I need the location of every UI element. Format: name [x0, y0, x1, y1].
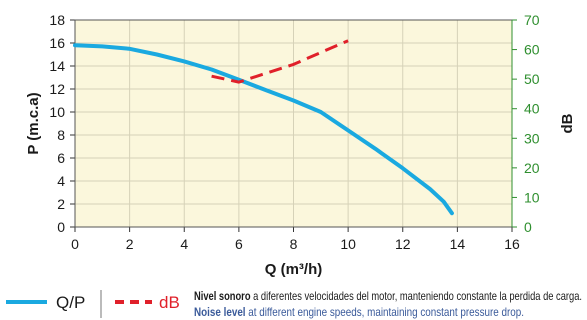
caption-rest-spanish: a diferentes velocidades del motor, mant…: [251, 289, 582, 303]
y2-tick-label: 50: [524, 71, 540, 87]
y2-tick-label: 30: [524, 130, 540, 146]
tick-labels: 0 2 4 6 8 10 12 14 16024681012141618010203040506…: [49, 12, 539, 252]
series-line-qp: [73, 43, 454, 216]
x-tick-label: 14: [450, 236, 466, 252]
y2-tick-label: 40: [524, 101, 540, 117]
y2-axis-title: dB: [559, 113, 576, 133]
axes: [70, 19, 517, 232]
caption-bold-english: Noise level: [194, 305, 246, 319]
caption-rest-english: at different engine speeds, maintaining …: [246, 305, 524, 319]
y2-tick-label: 20: [524, 160, 540, 176]
y2-tick-label: 0: [524, 219, 532, 235]
x-tick-label: 4: [180, 236, 188, 252]
series-line-db: [211, 39, 349, 84]
x-tick-label: 12: [395, 236, 411, 252]
y-tick-label: 6: [57, 150, 65, 166]
y-axis-title: P (m.c.a): [25, 92, 42, 154]
y-tick-label: 8: [57, 127, 65, 143]
x-tick-label: 10: [340, 236, 356, 252]
x-tick-label: 0: [71, 236, 79, 252]
y2-tick-label: 60: [524, 42, 540, 58]
y2-tick-label: 70: [524, 12, 540, 28]
legend-label-qp: Q/P: [56, 293, 85, 312]
y-tick-label: 18: [49, 12, 65, 28]
x-axis-title: Q (m³/h): [265, 261, 323, 278]
caption-line-english: Noise level at different engine speeds, …: [194, 305, 524, 319]
y-tick-label: 12: [49, 81, 65, 97]
series-qp: [73, 43, 454, 216]
y-tick-label: 10: [49, 104, 65, 120]
y-tick-label: 14: [49, 58, 65, 74]
y2-tick-label: 10: [524, 189, 540, 205]
legend-label-db: dB: [159, 293, 180, 312]
x-tick-label: 8: [290, 236, 298, 252]
caption-bold-spanish: Nivel sonoro: [194, 289, 251, 303]
series: [73, 39, 454, 216]
x-tick-label: 2: [126, 236, 134, 252]
y-tick-label: 16: [49, 35, 65, 51]
y-tick-label: 0: [57, 219, 65, 235]
caption-note: Nivel sonoro a diferentes velocidades de…: [194, 289, 582, 319]
y-tick-label: 4: [57, 173, 65, 189]
x-tick-label: 16: [504, 236, 520, 252]
x-tick-label: 6: [235, 236, 243, 252]
series-db: [211, 39, 349, 84]
legend: Q/P dB: [6, 290, 180, 318]
caption-line-spanish: Nivel sonoro a diferentes velocidades de…: [194, 289, 582, 303]
y-tick-label: 2: [57, 196, 65, 212]
